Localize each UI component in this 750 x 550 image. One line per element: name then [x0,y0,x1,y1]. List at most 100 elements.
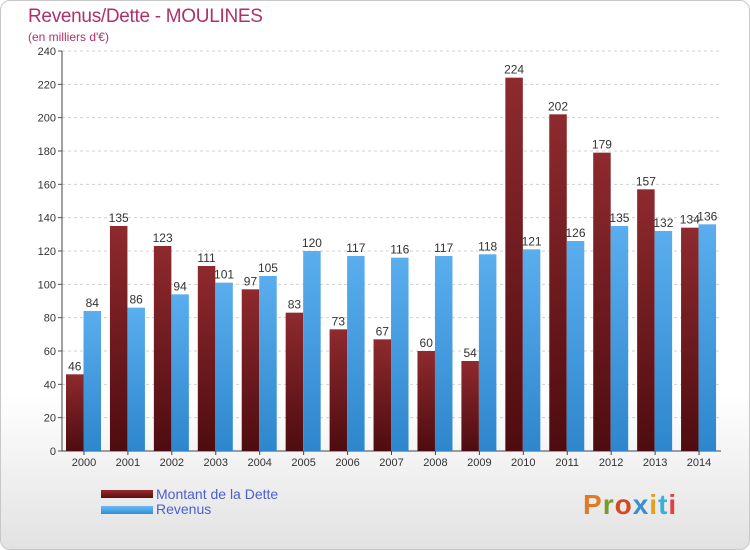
y-tick-label: 240 [38,46,56,58]
bar-debt [197,266,216,451]
x-tick-label: 2008 [423,457,447,469]
y-tick-label: 0 [50,446,56,458]
data-label-revenue: 117 [346,241,365,255]
data-label-revenue: 118 [478,239,497,253]
bar-debt [329,329,348,451]
bar-revenue [391,257,409,451]
bar-debt [417,351,435,451]
y-tick-label: 100 [38,279,56,291]
data-label-debt: 46 [68,359,82,373]
logo-letter: o [614,489,633,520]
data-label-debt: 135 [109,211,129,225]
y-tick-label: 20 [44,413,56,425]
y-tick-label: 60 [44,346,56,358]
bar-revenue [522,249,541,451]
x-tick-label: 2004 [247,457,271,469]
bar-revenue [127,307,145,451]
x-tick-label: 2011 [555,457,579,469]
bar-revenue [303,251,321,451]
logo-letter: x [632,489,650,520]
bar-debt [461,361,479,451]
data-label-revenue: 105 [258,261,278,275]
bar-revenue [698,224,717,451]
chart-subtitle: (en milliers d'€) [28,30,109,44]
legend-swatch-revenue [101,506,153,514]
bar-debt [153,246,172,451]
x-tick-label: 2007 [379,457,403,469]
legend-label-debt: Montant de la Dette [156,486,279,502]
x-tick-label: 2009 [467,457,491,469]
data-label-revenue: 86 [130,293,144,307]
data-label-revenue: 84 [86,296,100,310]
x-tick-label: 2014 [687,457,711,469]
y-tick-label: 140 [38,213,56,225]
data-label-revenue: 116 [390,243,409,257]
logo-letter: t [658,489,669,520]
bar-debt [373,339,392,451]
data-label-debt: 97 [244,274,258,288]
y-tick-label: 220 [38,79,56,91]
bar-revenue [434,256,453,451]
x-tick-label: 2012 [599,457,623,469]
data-label-debt: 123 [153,231,173,245]
data-label-revenue: 136 [697,209,717,223]
legend-swatch-debt [101,490,153,498]
bar-revenue [654,231,673,451]
data-label-revenue: 120 [302,236,322,250]
y-tick-label: 120 [38,246,56,258]
y-tick-label: 160 [38,179,56,191]
y-tick-label: 180 [38,146,56,158]
x-tick-label: 2001 [116,457,140,469]
logo-letter: r [602,489,615,520]
data-label-debt: 54 [463,346,477,360]
bar-debt [593,152,611,451]
bar-revenue [347,256,365,451]
y-tick-label: 200 [38,113,56,125]
bar-revenue [610,226,629,451]
data-label-debt: 83 [288,298,302,312]
bar-revenue [83,311,101,451]
data-label-debt: 224 [504,63,524,77]
logo-letter: P [583,489,603,520]
data-label-debt: 179 [592,138,612,152]
x-tick-label: 2005 [291,457,315,469]
data-label-debt: 157 [636,174,656,188]
chart-title: Revenus/Dette - MOULINES [28,6,263,27]
legend-label-revenue: Revenus [156,501,212,517]
y-tick-label: 40 [44,379,56,391]
data-label-debt: 60 [420,336,434,350]
bar-revenue [478,254,497,451]
data-label-revenue: 101 [214,268,234,282]
bar-revenue [215,282,233,451]
bar-debt [241,289,260,451]
logo-letter: i [668,489,678,520]
x-tick-label: 2006 [335,457,359,469]
bar-debt [549,114,567,451]
bar-debt [505,77,523,452]
x-tick-label: 2002 [160,457,184,469]
data-label-debt: 134 [680,213,700,227]
data-label-revenue: 94 [173,279,187,293]
bar-revenue [259,276,277,451]
bar-revenue [171,294,189,451]
x-tick-label: 2003 [204,457,228,469]
data-label-revenue: 132 [653,216,673,230]
bar-chart: 0 20 40 60 80 100 120 140 160 180 200 220 240 46 84 200… [38,46,721,469]
bar-debt [109,226,128,451]
data-label-revenue: 126 [566,226,586,240]
x-tick-label: 2000 [72,457,96,469]
data-label-debt: 111 [197,251,216,265]
bar-revenue [566,241,585,451]
bar-debt [285,312,304,451]
data-label-debt: 73 [332,314,346,328]
data-label-debt: 202 [548,99,568,113]
y-tick-label: 80 [44,313,56,325]
logo-letter: i [649,489,659,520]
proxiti-logo: Proxiti [583,489,677,521]
data-label-revenue: 117 [434,241,453,255]
bar-debt [66,374,84,451]
x-tick-label: 2010 [511,457,535,469]
x-tick-label: 2013 [643,457,667,469]
data-label-revenue: 121 [522,234,542,248]
